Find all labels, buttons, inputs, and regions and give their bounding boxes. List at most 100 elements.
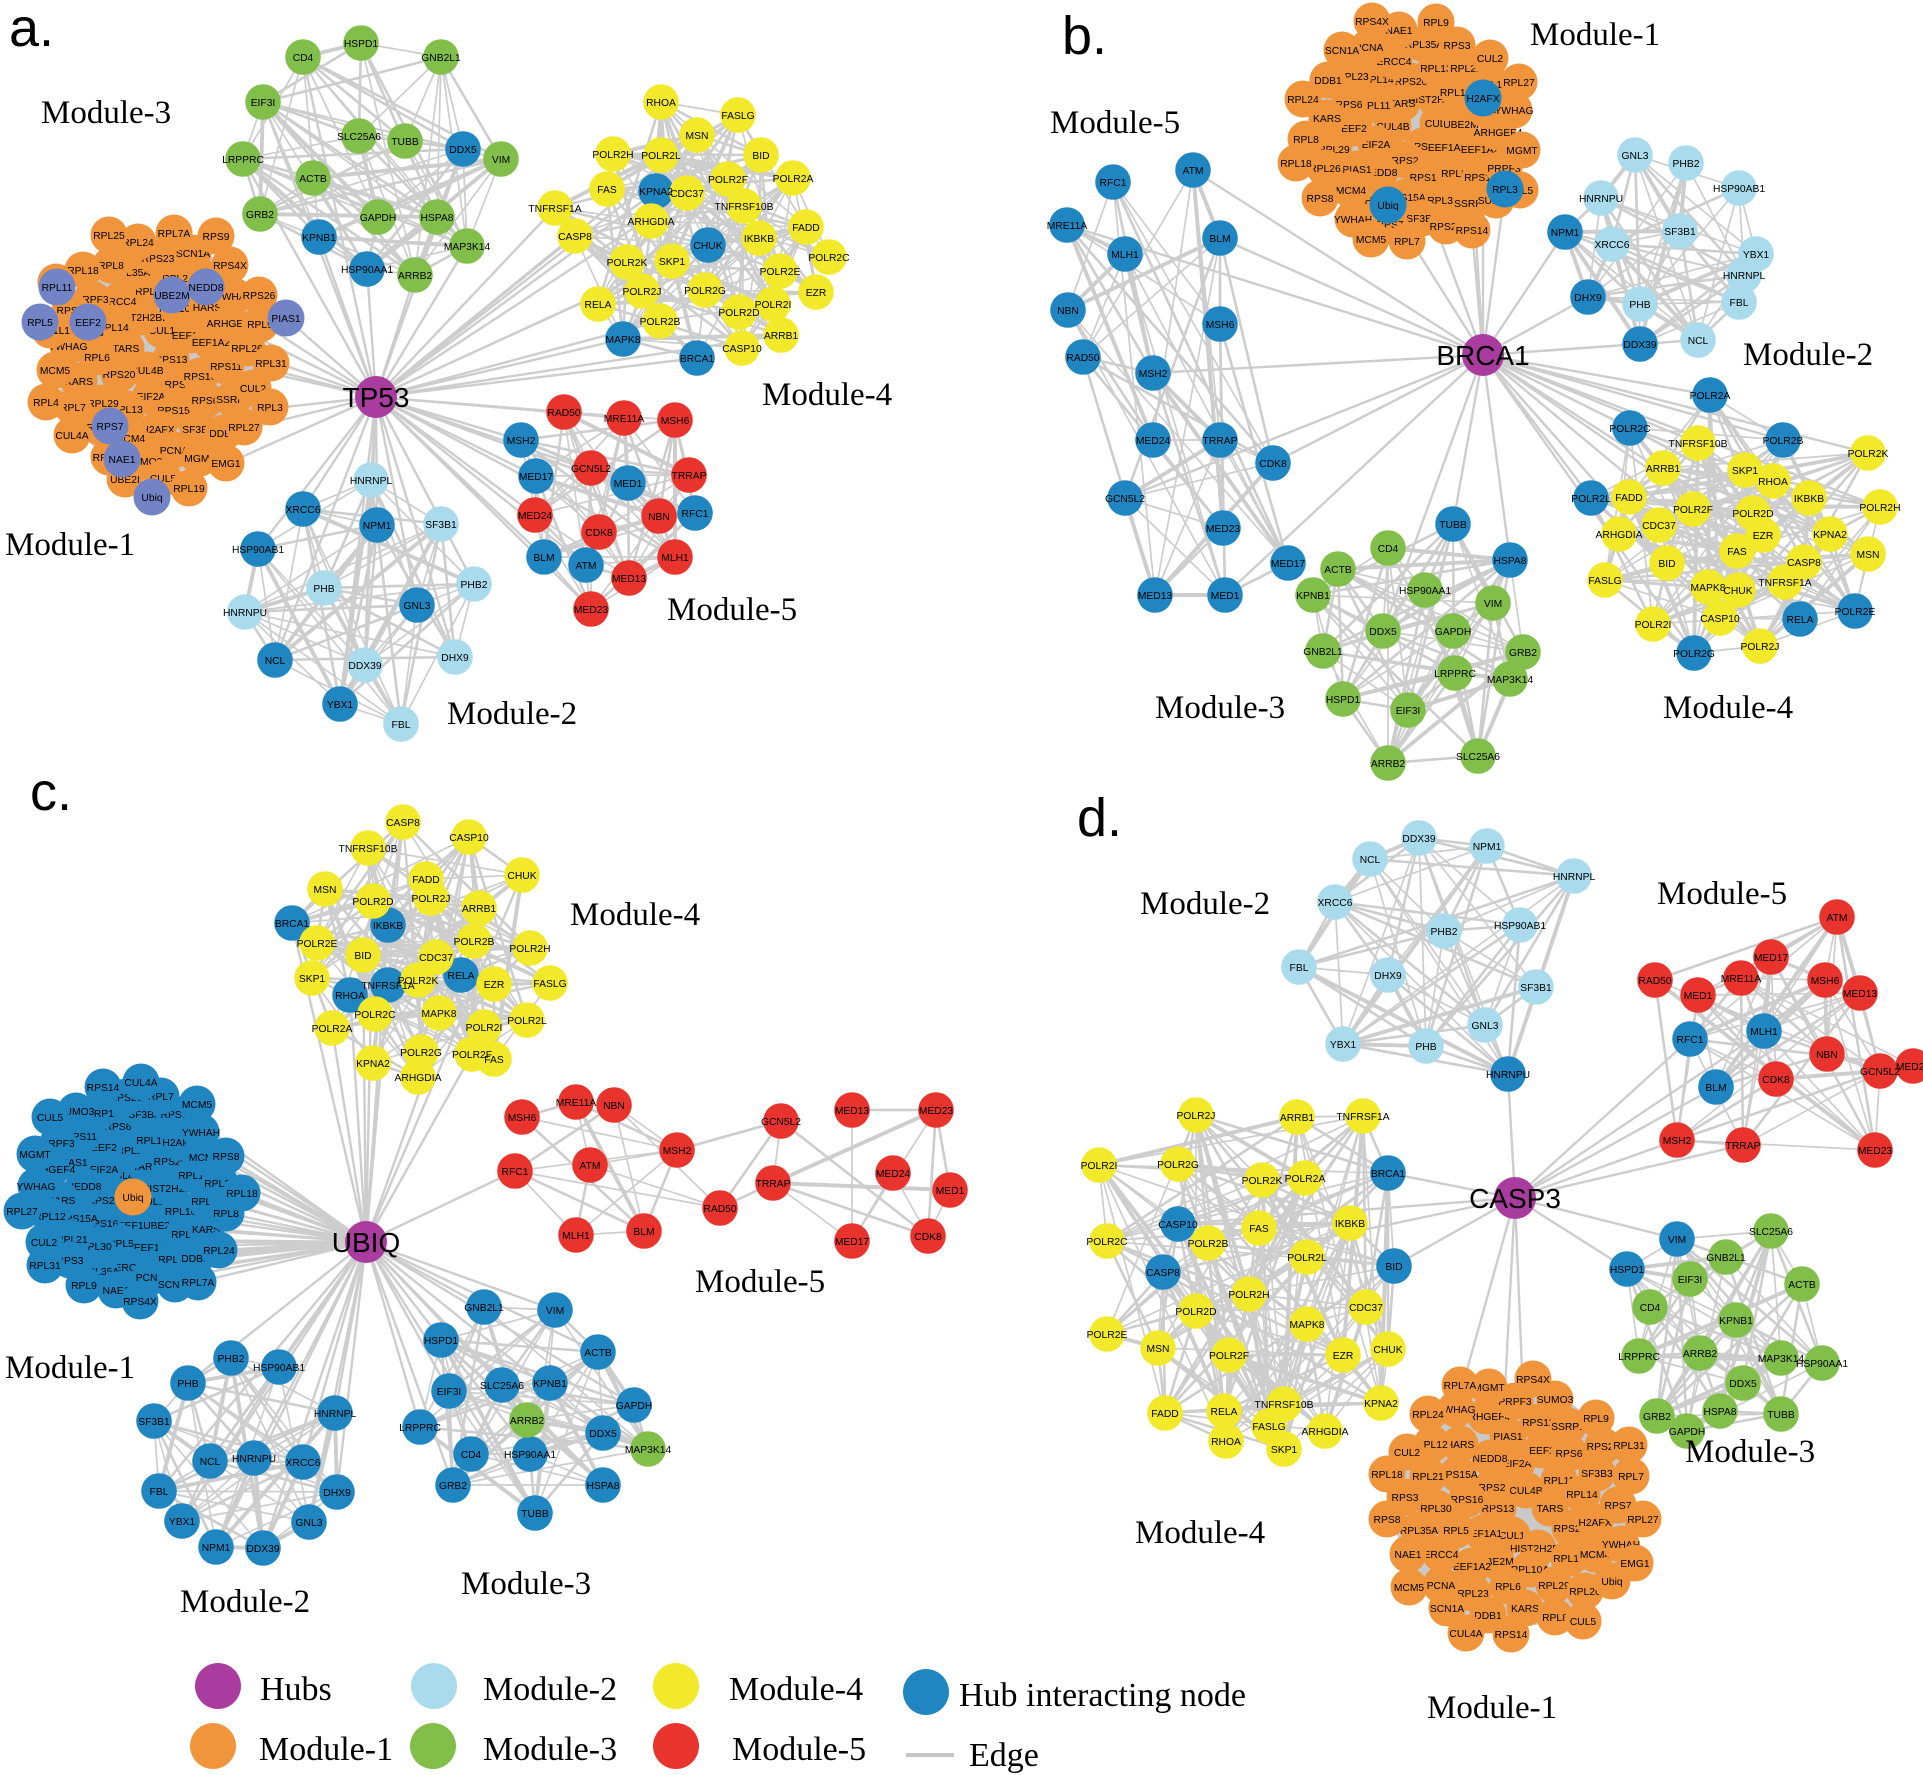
svg-text:ARRB1: ARRB1	[1280, 1113, 1315, 1124]
svg-text:SUMO3: SUMO3	[1537, 1395, 1574, 1406]
svg-text:YWHAG: YWHAG	[1495, 106, 1534, 117]
svg-text:SKP1: SKP1	[659, 257, 686, 268]
svg-text:RFC1: RFC1	[682, 509, 709, 520]
svg-text:MRE11A: MRE11A	[604, 414, 645, 425]
svg-text:ARRB1: ARRB1	[462, 904, 497, 915]
svg-text:RPS26: RPS26	[243, 291, 276, 302]
svg-text:RPL35A: RPL35A	[112, 268, 150, 279]
svg-text:RPL26: RPL26	[231, 344, 263, 355]
svg-text:GNL3: GNL3	[1472, 1021, 1499, 1032]
svg-text:POLR2K: POLR2K	[398, 976, 439, 987]
svg-text:RPS15A: RPS15A	[1438, 1470, 1478, 1481]
svg-text:RPS2: RPS2	[1479, 1483, 1506, 1494]
svg-text:MED24: MED24	[1896, 1062, 1923, 1073]
svg-text:RPS23: RPS23	[1587, 1442, 1620, 1453]
svg-text:POLR2E: POLR2E	[760, 267, 801, 278]
svg-text:Edge: Edge	[969, 1737, 1039, 1774]
svg-text:RPS23: RPS23	[142, 254, 175, 265]
svg-text:MED13: MED13	[835, 1106, 870, 1117]
svg-text:SSRP1: SSRP1	[1551, 1422, 1585, 1433]
svg-text:MAP3K14: MAP3K14	[1758, 1354, 1805, 1365]
svg-text:Hubs: Hubs	[260, 1671, 332, 1708]
svg-text:RPL19: RPL19	[173, 484, 205, 495]
svg-text:DDX39: DDX39	[246, 1544, 279, 1555]
svg-text:MED1: MED1	[614, 479, 643, 490]
svg-text:CDC37: CDC37	[1349, 1303, 1383, 1314]
svg-text:Module-1: Module-1	[1530, 17, 1660, 53]
svg-text:RPL23: RPL23	[1337, 72, 1369, 83]
svg-text:EEF1A2: EEF1A2	[192, 338, 231, 349]
svg-text:TNFRSF10B: TNFRSF10B	[339, 844, 398, 855]
svg-text:Module-3: Module-3	[41, 95, 171, 131]
svg-text:POLR2L: POLR2L	[641, 151, 681, 162]
svg-text:ATM: ATM	[1183, 166, 1204, 177]
svg-text:CUL4A: CUL4A	[1449, 1629, 1482, 1640]
svg-text:Module-1: Module-1	[5, 527, 135, 563]
svg-text:BRCA1: BRCA1	[680, 354, 715, 365]
svg-text:POLR2I: POLR2I	[1081, 1161, 1118, 1172]
svg-text:NCL: NCL	[200, 1457, 221, 1468]
svg-text:EEF1A1: EEF1A1	[1464, 1529, 1503, 1540]
svg-text:Module-1: Module-1	[1427, 1690, 1557, 1726]
svg-text:RPL5: RPL5	[108, 1239, 134, 1250]
svg-text:TNFRSF10B: TNFRSF10B	[1255, 1400, 1314, 1411]
svg-text:RAD50: RAD50	[1638, 976, 1671, 987]
svg-text:UBE2M: UBE2M	[143, 1221, 178, 1232]
svg-text:CUL2: CUL2	[240, 384, 267, 395]
svg-text:ATM: ATM	[580, 1161, 601, 1172]
svg-text:SKP1: SKP1	[1732, 466, 1759, 477]
svg-text:BRCA1: BRCA1	[1371, 1169, 1406, 1180]
svg-text:MGMT: MGMT	[184, 454, 216, 465]
svg-text:MAPK8: MAPK8	[422, 1009, 457, 1020]
svg-text:HARS: HARS	[1446, 1440, 1475, 1451]
svg-text:UBIQ: UBIQ	[332, 1227, 400, 1258]
svg-text:HNRNPL: HNRNPL	[314, 1409, 357, 1420]
svg-text:b.: b.	[1062, 6, 1107, 66]
svg-text:IKBKB: IKBKB	[373, 921, 403, 932]
svg-text:Module-1: Module-1	[5, 1350, 135, 1386]
svg-text:RELA: RELA	[448, 971, 475, 982]
svg-text:CUL4B: CUL4B	[130, 366, 163, 377]
svg-text:RPS20: RPS20	[1395, 77, 1428, 88]
svg-text:RPL31: RPL31	[1613, 1441, 1645, 1452]
svg-text:HSPA8: HSPA8	[1703, 1407, 1736, 1418]
svg-text:HSP90AB1: HSP90AB1	[253, 1363, 305, 1374]
svg-text:MED13: MED13	[612, 574, 647, 585]
svg-text:RPS23: RPS23	[110, 1093, 143, 1104]
svg-text:SF3B1: SF3B1	[425, 520, 457, 531]
svg-text:Module-3: Module-3	[483, 1731, 617, 1768]
svg-text:MLH1: MLH1	[562, 1231, 590, 1242]
svg-text:YWHAH: YWHAH	[1334, 215, 1372, 226]
svg-text:VIM: VIM	[1668, 1235, 1686, 1246]
svg-text:PIAS1: PIAS1	[58, 1158, 87, 1169]
svg-text:GRB2: GRB2	[1643, 1412, 1671, 1423]
svg-text:EEF1A1: EEF1A1	[1428, 143, 1467, 154]
svg-text:NAE1: NAE1	[103, 1286, 130, 1297]
svg-text:SLC25A6: SLC25A6	[1749, 1227, 1793, 1238]
svg-text:RPL35A: RPL35A	[1405, 40, 1443, 51]
svg-text:MCM5: MCM5	[182, 1100, 213, 1111]
svg-text:MSH6: MSH6	[1206, 320, 1235, 331]
svg-text:RPL11: RPL11	[1360, 101, 1391, 112]
svg-text:RPS6: RPS6	[1336, 100, 1363, 111]
svg-text:PRPF3: PRPF3	[1487, 164, 1520, 175]
svg-text:PRPF3: PRPF3	[75, 295, 108, 306]
svg-text:XRCC6: XRCC6	[286, 505, 321, 516]
svg-text:DDX5: DDX5	[589, 1429, 617, 1440]
svg-text:MSN: MSN	[686, 131, 709, 142]
svg-text:RPS16: RPS16	[86, 1219, 119, 1230]
svg-text:CDK8: CDK8	[1259, 459, 1287, 470]
svg-text:SSRP1: SSRP1	[80, 1109, 114, 1120]
svg-text:PHB: PHB	[1629, 300, 1650, 311]
svg-text:RPL10A: RPL10A	[165, 1207, 203, 1218]
svg-text:FASLG: FASLG	[533, 979, 566, 990]
svg-text:Ubiq: Ubiq	[1377, 201, 1398, 212]
svg-text:MSN: MSN	[1857, 550, 1880, 561]
svg-text:EEF1A1: EEF1A1	[172, 331, 211, 342]
svg-text:POLR2L: POLR2L	[507, 1016, 547, 1027]
svg-text:CUL2: CUL2	[1477, 54, 1504, 65]
svg-text:XRCC6: XRCC6	[286, 1458, 321, 1469]
svg-text:UBE2M: UBE2M	[1478, 1557, 1513, 1568]
svg-text:TNFRSF1A: TNFRSF1A	[1336, 1112, 1389, 1123]
svg-text:TARS: TARS	[133, 1162, 160, 1173]
